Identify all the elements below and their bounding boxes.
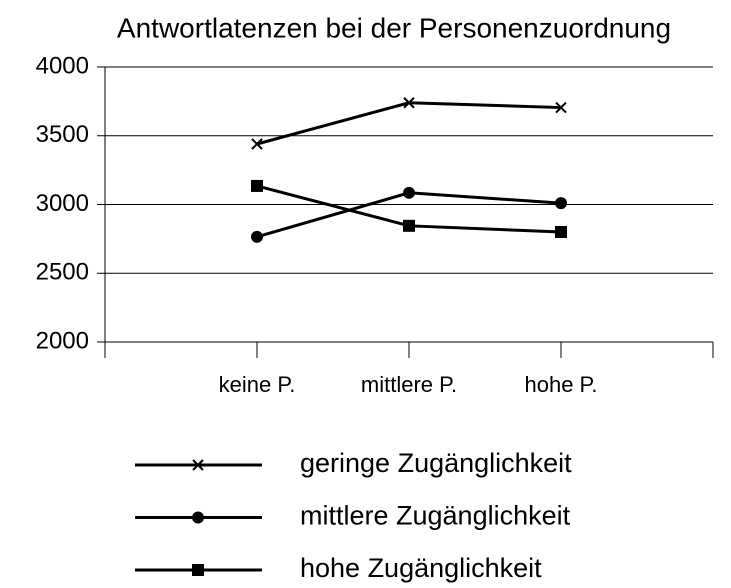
y-tick-label: 3500 (36, 121, 89, 148)
data-point (251, 138, 263, 150)
data-point (555, 101, 567, 114)
y-tick-label: 2500 (36, 259, 89, 286)
data-point (403, 219, 415, 232)
legend-label: mittlere Zugänglichkeit (300, 501, 571, 531)
legend-marker (192, 459, 204, 471)
data-point (403, 97, 415, 109)
x-tick-label: keine P. (219, 372, 296, 397)
y-tick-label: 4000 (36, 52, 89, 79)
data-point (251, 179, 263, 192)
x-tick-label: hohe P. (524, 372, 597, 397)
data-point (251, 230, 263, 243)
y-tick-label: 3000 (36, 190, 89, 217)
x-tick-label: mittlere P. (361, 372, 457, 397)
series-line (256, 101, 562, 146)
legend-label: hohe Zugänglichkeit (300, 553, 542, 583)
chart-title: Antwortlatenzen bei der Personenzuordnun… (117, 12, 671, 43)
legend-label: geringe Zugänglichkeit (300, 448, 572, 478)
y-tick-label: 2000 (36, 327, 89, 354)
data-point (555, 226, 567, 238)
legend-marker (192, 564, 204, 576)
legend-marker (192, 511, 204, 524)
data-point (555, 197, 567, 210)
data-point (403, 186, 415, 199)
